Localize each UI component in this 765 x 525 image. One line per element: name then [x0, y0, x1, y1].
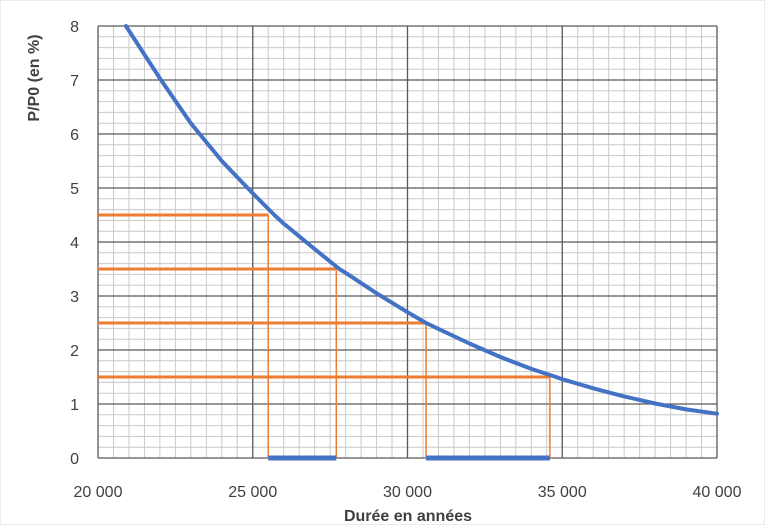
y-tick-label: 4	[70, 235, 79, 252]
y-tick-label: 6	[70, 127, 79, 144]
y-tick-label: 0	[70, 451, 79, 468]
reading-lines	[98, 213, 551, 458]
x-tick-label: 40 000	[693, 484, 742, 501]
x-tick-label: 35 000	[538, 484, 587, 501]
grid	[97, 25, 718, 459]
y-tick-label: 3	[70, 289, 79, 306]
y-tick-label: 2	[70, 343, 79, 360]
tick-labels: 20 000 25 000 30 000 35 000 40 000 0 1 2 3 4 5 6 7 8	[70, 19, 741, 501]
x-axis-title: Durée en années	[344, 508, 472, 525]
y-tick-label: 8	[70, 19, 79, 36]
x-tick-label: 25 000	[228, 484, 277, 501]
x-tick-label: 20 000	[74, 484, 123, 501]
y-tick-label: 1	[70, 397, 79, 414]
series-line	[123, 24, 719, 416]
series	[123, 24, 719, 416]
x-tick-label: 30 000	[383, 484, 432, 501]
y-axis-title: P/P0 (en %)	[26, 34, 43, 121]
y-tick-label: 7	[70, 73, 79, 90]
y-tick-label: 5	[70, 181, 79, 198]
